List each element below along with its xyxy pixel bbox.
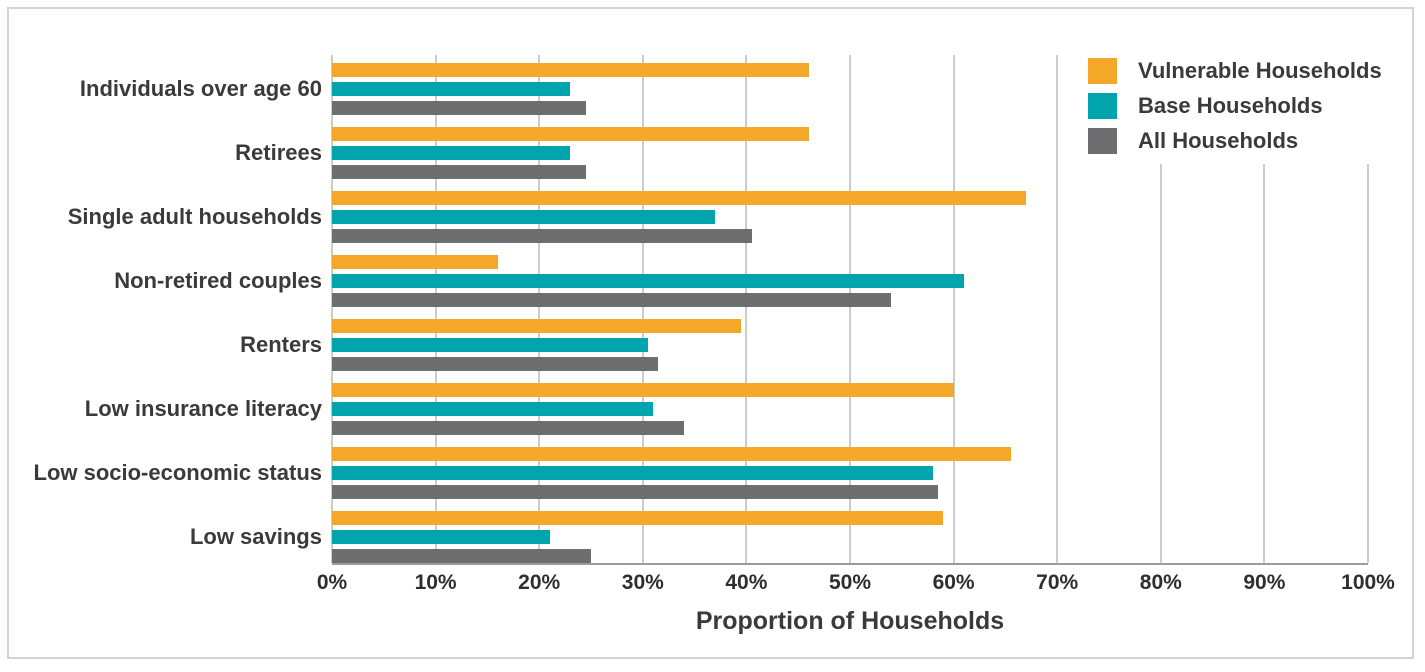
x-tick-30%: 30%	[621, 571, 664, 594]
category-label-0: Individuals over age 60	[79, 76, 322, 101]
gridline-80%	[1159, 55, 1162, 563]
x-tick-90%: 90%	[1243, 571, 1286, 594]
x-tick-50%: 50%	[828, 571, 872, 594]
bar-all-households-7	[332, 549, 591, 563]
bar-base-households-7	[332, 530, 550, 544]
category-label-2: Single adult households	[67, 204, 322, 229]
category-label-4: Renters	[240, 332, 322, 357]
x-tick-0%: 0%	[316, 571, 348, 594]
x-tick-10%: 10%	[414, 571, 457, 594]
gridline-0%	[331, 55, 333, 563]
x-tick-70%: 70%	[1036, 571, 1079, 594]
gridline-10%	[434, 55, 437, 563]
bar-vulnerable-households-1	[332, 127, 809, 141]
legend-swatch-vulnerable	[1088, 58, 1117, 84]
bar-base-households-2	[332, 210, 716, 224]
bar-base-households-1	[332, 146, 571, 160]
legend-item: All Households	[1088, 128, 1382, 154]
x-tick-60%: 60%	[932, 571, 975, 594]
category-label-7: Low savings	[189, 524, 322, 549]
x-tick-20%: 20%	[518, 571, 561, 594]
legend-label-all: All Households	[1138, 128, 1299, 153]
x-tick-40%: 40%	[725, 571, 768, 594]
legend-label-base: Base Households	[1138, 93, 1323, 118]
bar-vulnerable-households-3	[332, 255, 498, 269]
category-label-1: Retirees	[235, 140, 322, 165]
bar-all-households-2	[332, 229, 752, 243]
bar-all-households-1	[332, 165, 586, 179]
legend-item: Base Households	[1088, 93, 1382, 119]
category-label-5: Low insurance literacy	[84, 396, 322, 421]
category-label-3: Non-retired couples	[114, 268, 322, 293]
bar-all-households-6	[332, 485, 939, 499]
bar-base-households-4	[332, 338, 648, 352]
bar-base-households-3	[332, 274, 964, 288]
gridline-60%	[952, 55, 955, 563]
gridline-90%	[1263, 55, 1266, 563]
legend-item: Vulnerable Households	[1088, 58, 1382, 84]
bar-all-households-4	[332, 357, 659, 371]
bar-vulnerable-households-7	[332, 511, 944, 525]
gridline-100%	[1367, 55, 1369, 563]
bar-base-households-5	[332, 402, 654, 416]
gridline-30%	[641, 55, 644, 563]
x-tick-100%: 100%	[1341, 571, 1395, 594]
bar-vulnerable-households-6	[332, 447, 1011, 461]
bar-vulnerable-households-2	[332, 191, 1027, 205]
bar-vulnerable-households-4	[332, 319, 742, 333]
bar-all-households-5	[332, 421, 685, 435]
legend: Vulnerable Households Base Households Al…	[1076, 52, 1396, 164]
bar-base-households-6	[332, 466, 933, 480]
plot-area	[331, 55, 1369, 565]
x-axis-title: Proportion of Households	[695, 607, 1005, 635]
bar-base-households-0	[332, 82, 571, 96]
category-label-6: Low socio-economic status	[33, 460, 323, 485]
legend-swatch-all	[1088, 128, 1117, 154]
gridline-70%	[1056, 55, 1059, 563]
gridline-50%	[849, 55, 851, 563]
legend-label-vulnerable: Vulnerable Households	[1138, 58, 1382, 83]
bar-all-households-0	[332, 101, 586, 115]
gridline-40%	[745, 55, 748, 563]
gridline-20%	[538, 55, 541, 563]
bar-vulnerable-households-0	[332, 63, 809, 77]
x-tick-80%: 80%	[1139, 571, 1182, 594]
legend-swatch-base	[1088, 93, 1117, 119]
bar-vulnerable-households-5	[332, 383, 954, 397]
bar-all-households-3	[332, 293, 892, 307]
